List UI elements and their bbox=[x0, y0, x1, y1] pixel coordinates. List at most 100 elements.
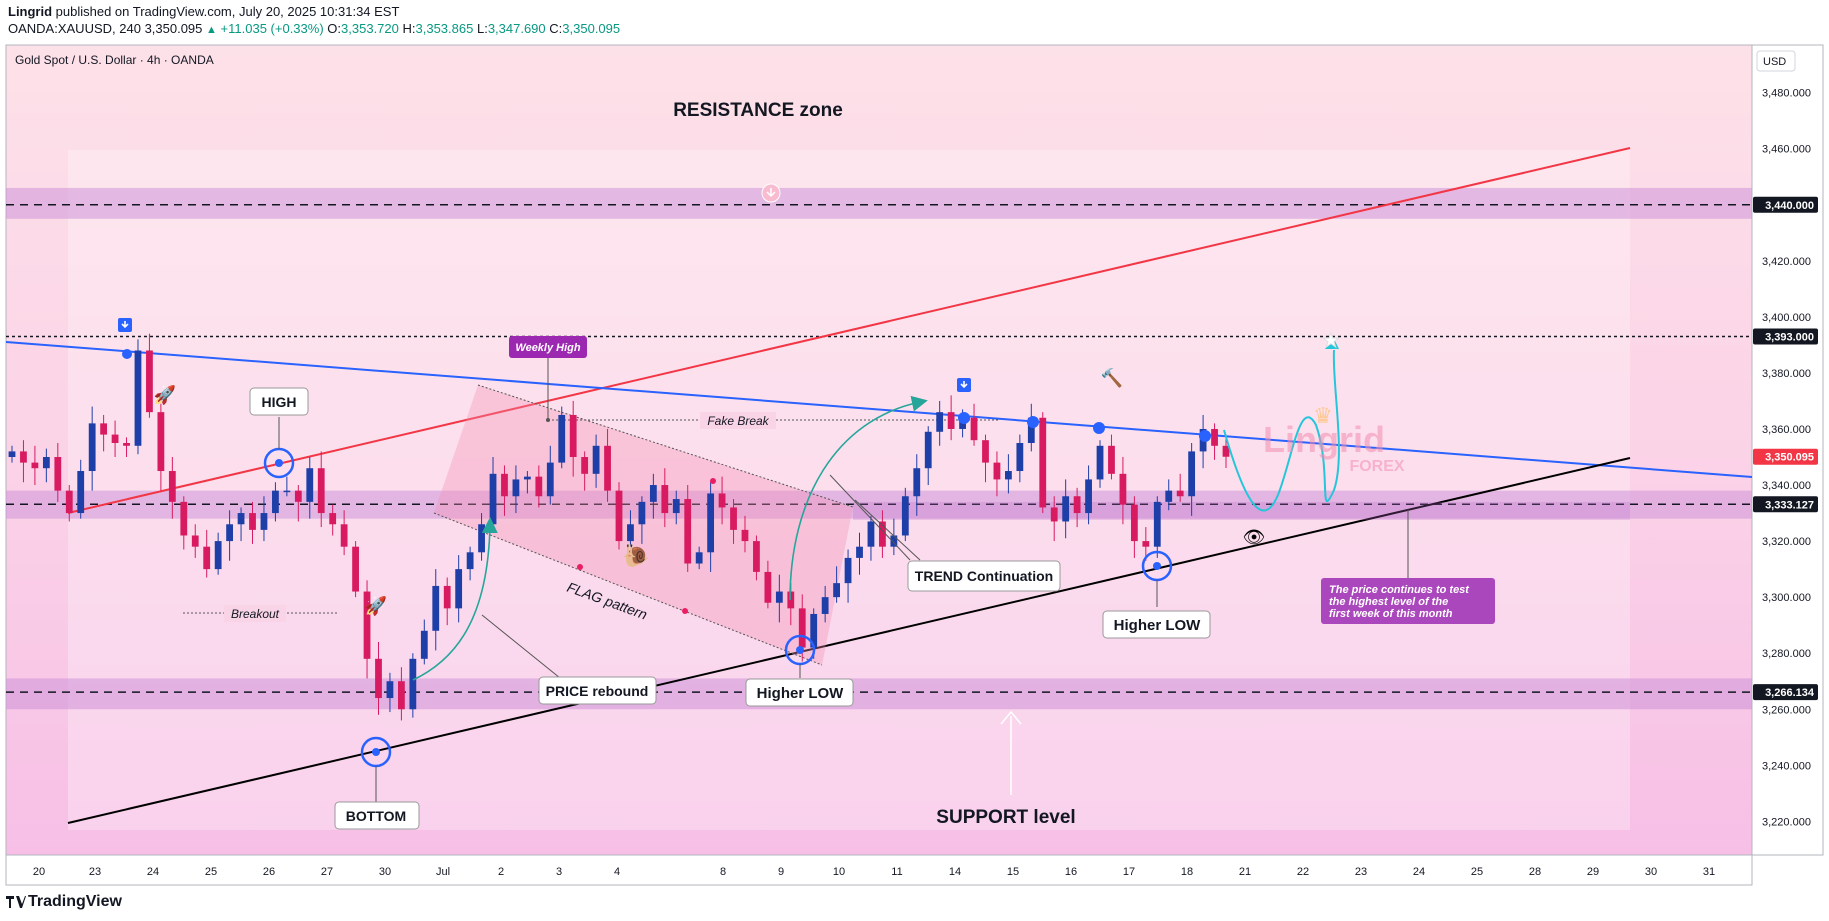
candle-body[interactable] bbox=[707, 493, 715, 553]
candle-body[interactable] bbox=[111, 434, 119, 443]
candle-body[interactable] bbox=[982, 440, 989, 463]
currency-button-frame[interactable] bbox=[1756, 50, 1796, 72]
candle-body[interactable] bbox=[432, 585, 440, 631]
candle-body[interactable] bbox=[409, 658, 417, 710]
candle-body[interactable] bbox=[77, 471, 85, 514]
candle-body[interactable] bbox=[867, 521, 875, 547]
candle-body[interactable] bbox=[226, 524, 234, 542]
candle-body[interactable] bbox=[420, 630, 428, 659]
candle-body[interactable] bbox=[810, 613, 818, 648]
candle-body[interactable] bbox=[936, 412, 944, 432]
candle-body[interactable] bbox=[8, 451, 16, 458]
candle-body[interactable] bbox=[88, 423, 96, 472]
candle-body[interactable] bbox=[558, 414, 566, 463]
candle-body[interactable] bbox=[901, 496, 909, 536]
candle-body[interactable] bbox=[798, 608, 806, 648]
candle-body[interactable] bbox=[260, 513, 268, 530]
candle-body[interactable] bbox=[523, 476, 531, 480]
candle-body[interactable] bbox=[329, 513, 337, 525]
candle-body[interactable] bbox=[1211, 428, 1218, 446]
candle-body[interactable] bbox=[363, 591, 371, 659]
candle-body[interactable] bbox=[180, 501, 188, 536]
candle-body[interactable] bbox=[134, 350, 142, 446]
candle-body[interactable] bbox=[352, 546, 359, 592]
candle-body[interactable] bbox=[856, 546, 863, 558]
candle-body[interactable] bbox=[604, 445, 611, 491]
candle-body[interactable] bbox=[924, 431, 932, 469]
candle-body[interactable] bbox=[489, 473, 497, 525]
candle-body[interactable] bbox=[466, 552, 474, 570]
candle-body[interactable] bbox=[386, 681, 394, 699]
candle-body[interactable] bbox=[1108, 445, 1115, 474]
candle-body[interactable] bbox=[695, 552, 703, 564]
candle-body[interactable] bbox=[821, 597, 829, 614]
flag-pattern-box[interactable] bbox=[434, 385, 853, 665]
time-scale[interactable] bbox=[5, 854, 1753, 886]
candle-body[interactable] bbox=[1050, 507, 1058, 522]
candle-body[interactable] bbox=[833, 583, 841, 598]
candle-body[interactable] bbox=[283, 490, 291, 493]
candle-body[interactable] bbox=[1039, 417, 1047, 508]
candle-body[interactable] bbox=[214, 541, 222, 570]
chart-legend-title[interactable]: Gold Spot / U.S. Dollar · 4h · OANDA bbox=[15, 53, 214, 67]
support-trendline[interactable] bbox=[67, 457, 1631, 824]
candle-body[interactable] bbox=[684, 499, 692, 564]
candle-body[interactable] bbox=[970, 417, 978, 441]
candle-body[interactable] bbox=[1142, 541, 1150, 547]
candle-body[interactable] bbox=[146, 350, 153, 413]
candle-body[interactable] bbox=[123, 442, 130, 446]
projection-path[interactable] bbox=[1223, 349, 1340, 512]
candle-body[interactable] bbox=[753, 541, 760, 572]
candle-body[interactable] bbox=[535, 476, 543, 497]
candle-body[interactable] bbox=[249, 513, 256, 530]
candle-body[interactable] bbox=[993, 462, 1001, 480]
candle-body[interactable] bbox=[879, 521, 886, 547]
resistance-trendline[interactable] bbox=[67, 147, 1631, 514]
candle-body[interactable] bbox=[775, 591, 783, 603]
candle-body[interactable] bbox=[478, 524, 485, 553]
candle-body[interactable] bbox=[764, 571, 772, 603]
symbol-label[interactable]: OANDA:XAUUSD, 240 bbox=[8, 21, 141, 36]
candle-body[interactable] bbox=[947, 412, 955, 429]
candle-body[interactable] bbox=[317, 468, 325, 514]
candle-body[interactable] bbox=[100, 423, 108, 435]
candle-body[interactable] bbox=[1085, 479, 1092, 514]
candle-body[interactable] bbox=[1004, 471, 1012, 480]
candle-body[interactable] bbox=[20, 451, 27, 463]
candle-body[interactable] bbox=[1016, 442, 1024, 472]
candle-body[interactable] bbox=[569, 414, 577, 458]
candle-body[interactable] bbox=[42, 457, 50, 469]
candle-body[interactable] bbox=[294, 490, 302, 502]
candle-body[interactable] bbox=[512, 479, 520, 497]
candle-body[interactable] bbox=[1176, 490, 1184, 497]
candle-body[interactable] bbox=[1188, 451, 1196, 497]
candle-body[interactable] bbox=[1165, 490, 1173, 502]
candle-body[interactable] bbox=[730, 507, 737, 530]
candle-body[interactable] bbox=[913, 468, 921, 497]
candle-body[interactable] bbox=[157, 412, 165, 472]
candle-body[interactable] bbox=[1073, 496, 1081, 514]
candle-body[interactable] bbox=[237, 513, 245, 525]
currency-label[interactable]: USD bbox=[1763, 56, 1786, 68]
candle-body[interactable] bbox=[501, 473, 508, 497]
candle-body[interactable] bbox=[54, 457, 62, 491]
candle-body[interactable] bbox=[455, 569, 463, 609]
candle-body[interactable] bbox=[592, 445, 600, 474]
author-name[interactable]: Lingrid bbox=[8, 4, 53, 19]
candle-body[interactable] bbox=[890, 535, 898, 547]
candle-body[interactable] bbox=[1027, 417, 1035, 443]
candle-body[interactable] bbox=[615, 490, 623, 542]
candle-body[interactable] bbox=[340, 524, 348, 547]
candle-body[interactable] bbox=[638, 501, 646, 525]
candle-body[interactable] bbox=[65, 490, 73, 514]
candle-body[interactable] bbox=[546, 462, 554, 497]
candle-body[interactable] bbox=[397, 681, 405, 710]
candle-body[interactable] bbox=[375, 658, 382, 699]
candle-body[interactable] bbox=[672, 499, 680, 514]
candle-body[interactable] bbox=[443, 585, 451, 609]
candle-body[interactable] bbox=[1153, 501, 1161, 547]
candle-body[interactable] bbox=[718, 493, 726, 508]
candle-body[interactable] bbox=[306, 468, 314, 502]
candle-body[interactable] bbox=[627, 524, 634, 542]
